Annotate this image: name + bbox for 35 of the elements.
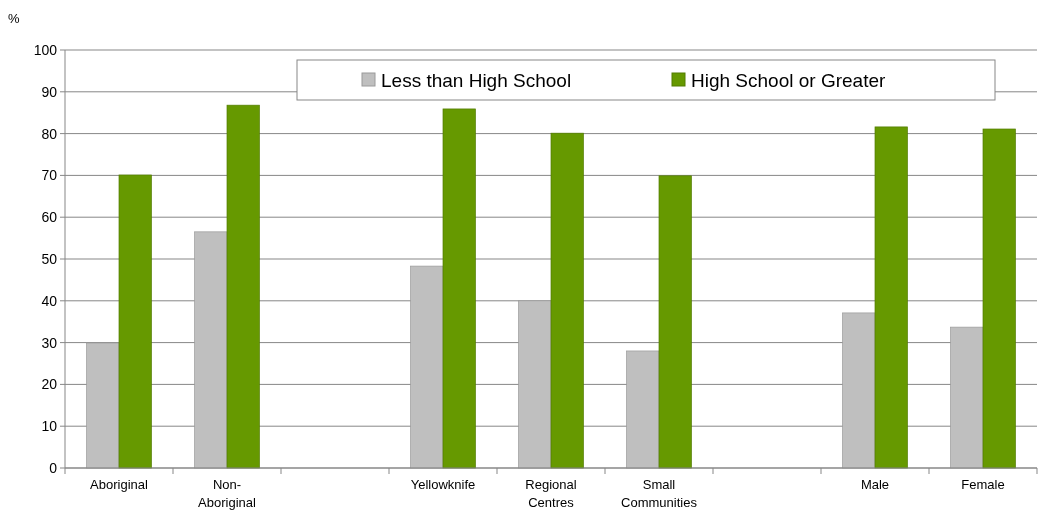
- bar: [626, 350, 660, 469]
- y-tick-label: 30: [41, 334, 58, 351]
- x-tick-label: Non-Aboriginal: [198, 477, 257, 510]
- y-tick-label: 0: [49, 459, 58, 476]
- y-tick-label: 100: [33, 41, 58, 58]
- x-tick-label: Small Communities: [621, 477, 698, 510]
- bar: [950, 326, 984, 469]
- bar: [982, 128, 1016, 469]
- x-tick-label: Male: [860, 477, 890, 492]
- y-tick-label: 60: [41, 209, 58, 226]
- bar: [518, 300, 552, 469]
- x-tick-label: Female: [961, 477, 1005, 492]
- bar: [118, 174, 152, 469]
- legend-label: Less than High School: [381, 69, 572, 91]
- y-tick-label: 40: [41, 292, 58, 309]
- y-tick-label: 90: [41, 83, 58, 100]
- bar: [442, 108, 476, 469]
- bar: [86, 342, 120, 469]
- x-tick-label: Regional Centres: [525, 477, 577, 510]
- y-tick-label: 50: [41, 250, 58, 267]
- x-tick-label: Yellowknife: [410, 477, 476, 492]
- bar: [410, 265, 444, 469]
- legend-label: High School or Greater: [691, 69, 886, 91]
- bar: [658, 175, 692, 469]
- x-tick-label: Aboriginal: [90, 477, 149, 492]
- bar: [874, 126, 908, 469]
- y-tick-label: 80: [41, 125, 58, 142]
- bar: [842, 312, 876, 469]
- bar: [550, 132, 584, 469]
- y-tick-label: 70: [41, 167, 58, 184]
- y-tick-label: 20: [41, 376, 58, 393]
- bar: [194, 231, 228, 469]
- y-tick-label: 10: [41, 418, 58, 435]
- bar: [226, 104, 260, 469]
- y-axis-title: %: [8, 11, 20, 26]
